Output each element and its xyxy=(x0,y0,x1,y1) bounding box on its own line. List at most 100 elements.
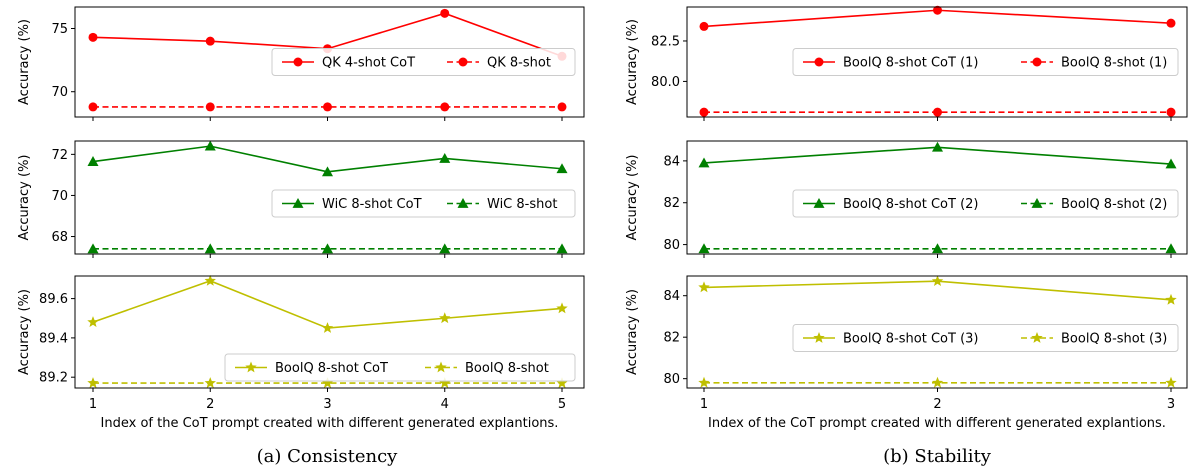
legend-marker-1 xyxy=(1032,57,1042,67)
legend-box xyxy=(271,48,576,76)
legend-marker-0 xyxy=(293,57,303,67)
legend: QK 4-shot CoT QK 8-shot xyxy=(271,48,576,76)
legend-label-0: QK 4-shot CoT xyxy=(322,56,415,71)
data-point-2-1-3 xyxy=(439,377,451,388)
plot-frame xyxy=(74,140,585,255)
x-tick-label: 3 xyxy=(323,397,331,412)
legend: BoolQ 8-shot CoT (2) BoolQ 8-shot (2) xyxy=(792,189,1179,218)
data-point-2-0-1 xyxy=(204,274,216,286)
y-tick-label: 80 xyxy=(663,372,680,387)
data-point-5-1-2 xyxy=(1165,376,1177,388)
data-point-5-0-2 xyxy=(1165,293,1177,305)
data-point-1-1-0 xyxy=(87,243,99,254)
legend-marker-1 xyxy=(457,198,469,208)
x-tick-label: 5 xyxy=(558,397,566,412)
data-point-4-0-1 xyxy=(932,141,943,152)
legend-label-1: BoolQ 8-shot xyxy=(465,361,549,376)
chart-a-2: 89.2 89.4 89.6 1 2 3 4 5 Accuracy (%) Index of th… xyxy=(17,274,585,431)
series-line-2-0 xyxy=(92,280,563,329)
data-point-1-0-2 xyxy=(322,166,333,177)
y-tick-label: 89.2 xyxy=(39,371,68,386)
legend-label-1: WiC 8-shot xyxy=(487,197,557,212)
y-tick-label: 68 xyxy=(51,230,68,245)
legend-marker-0 xyxy=(813,198,825,208)
data-point-5-1-1 xyxy=(931,376,944,388)
data-point-3-1-1 xyxy=(933,107,942,117)
data-point-2-1-0 xyxy=(87,377,99,388)
data-point-2-0-3 xyxy=(439,312,451,324)
data-point-3-0-1 xyxy=(933,5,942,15)
legend-box xyxy=(792,48,1179,76)
data-point-1-1-3 xyxy=(439,243,451,254)
data-point-2-1-1 xyxy=(204,377,216,388)
legend-marker-0 xyxy=(245,361,257,373)
legend-marker-1 xyxy=(458,57,468,67)
y-tick-label: 82 xyxy=(663,331,680,346)
plot-frame xyxy=(74,6,585,118)
legend-label-1: BoolQ 8-shot (2) xyxy=(1061,197,1167,212)
y-tick-label: 84 xyxy=(663,289,680,304)
chart-b-2: 80 82 84 1 2 3 Accuracy (%) Index of the CoT pr… xyxy=(625,275,1188,431)
x-axis-label: Index of the CoT prompt created with dif… xyxy=(708,416,1166,431)
data-point-0-1-3 xyxy=(440,102,450,112)
legend-label-0: BoolQ 8-shot CoT (2) xyxy=(843,197,978,212)
x-tick-label: 1 xyxy=(700,397,708,412)
data-point-2-0-4 xyxy=(556,302,568,314)
y-axis-label: Accuracy (%) xyxy=(625,289,640,375)
y-tick-label: 70 xyxy=(51,189,68,204)
legend: BoolQ 8-shot CoT BoolQ 8-shot xyxy=(224,353,576,382)
legend-marker-0 xyxy=(814,57,824,67)
x-axis-label: Index of the CoT prompt created with dif… xyxy=(101,416,559,431)
legend-marker-1 xyxy=(1031,198,1043,208)
data-point-5-0-1 xyxy=(931,275,944,287)
data-point-2-0-2 xyxy=(321,322,334,333)
legend-label-1: BoolQ 8-shot (3) xyxy=(1061,332,1167,347)
data-point-3-0-2 xyxy=(1166,18,1176,28)
legend-marker-0 xyxy=(292,198,304,208)
x-tick-label: 2 xyxy=(933,397,941,412)
y-axis-label: Accuracy (%) xyxy=(17,19,32,105)
x-tick-label: 1 xyxy=(89,397,97,412)
data-point-1-0-0 xyxy=(87,156,99,166)
data-point-1-0-1 xyxy=(204,140,216,151)
data-point-4-1-0 xyxy=(698,243,710,254)
y-tick-label: 82.5 xyxy=(651,34,680,49)
data-point-3-1-0 xyxy=(699,107,709,117)
y-tick-label: 80 xyxy=(663,238,680,253)
data-point-0-0-3 xyxy=(440,8,450,18)
data-point-1-1-2 xyxy=(322,243,333,254)
data-point-5-0-0 xyxy=(698,281,710,293)
x-tick-label: 3 xyxy=(1167,397,1175,412)
data-point-0-1-2 xyxy=(323,102,332,112)
legend-label-0: WiC 8-shot CoT xyxy=(322,197,422,212)
y-axis-label: Accuracy (%) xyxy=(625,155,640,241)
legend-label-0: BoolQ 8-shot CoT (1) xyxy=(843,56,978,71)
data-point-2-1-4 xyxy=(556,377,568,388)
data-point-0-0-0 xyxy=(88,32,98,42)
y-axis-label: Accuracy (%) xyxy=(625,19,640,105)
y-tick-label: 80.0 xyxy=(651,75,680,90)
data-point-0-1-1 xyxy=(205,102,215,112)
chart-b-0: 80.0 82.5 Accuracy (%) BoolQ 8-shot CoT (1)… xyxy=(625,5,1188,121)
data-point-4-0-0 xyxy=(698,157,710,168)
legend: BoolQ 8-shot CoT (3) BoolQ 8-shot (3) xyxy=(792,324,1179,352)
x-tick-label: 2 xyxy=(206,397,214,412)
data-point-0-1-0 xyxy=(88,102,98,112)
y-axis-label: Accuracy (%) xyxy=(17,155,32,241)
data-point-3-0-0 xyxy=(699,21,709,31)
x-tick-label: 4 xyxy=(441,397,449,412)
legend-box xyxy=(271,189,576,218)
legend: WiC 8-shot CoT WiC 8-shot xyxy=(271,189,576,218)
legend-box xyxy=(792,324,1179,352)
y-tick-label: 72 xyxy=(51,148,68,163)
plot-frame xyxy=(74,275,585,389)
data-point-2-1-2 xyxy=(321,377,334,388)
caption-consistency: (a) Consistency xyxy=(256,446,398,467)
y-axis-label: Accuracy (%) xyxy=(17,289,32,375)
data-point-4-0-2 xyxy=(1165,158,1177,169)
data-point-1-1-4 xyxy=(556,243,568,254)
y-tick-label: 75 xyxy=(51,22,68,37)
